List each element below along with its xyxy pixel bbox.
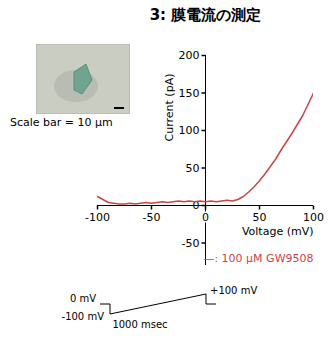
svg-text:-50: -50 xyxy=(143,211,161,224)
html-text:3: 膜電流の測定: 3: 膜電流の測定 xyxy=(149,6,262,24)
svg-text:50: 50 xyxy=(253,211,267,224)
svg-text:50: 50 xyxy=(186,162,200,175)
svg-text:—: 100 μM GW9508: —: 100 μM GW9508 xyxy=(203,252,313,265)
svg-text:0: 0 xyxy=(202,211,209,224)
svg-text:-100: -100 xyxy=(85,211,110,224)
svg-text:-100 mV: -100 mV xyxy=(62,311,105,322)
svg-text:0: 0 xyxy=(192,199,200,212)
svg-text:100: 100 xyxy=(179,124,200,137)
svg-text:0 mV: 0 mV xyxy=(70,293,96,304)
svg-text:Current (pA): Current (pA) xyxy=(163,74,176,142)
svg-text:-50: -50 xyxy=(182,237,200,250)
svg-text:+100 mV: +100 mV xyxy=(210,285,257,296)
svg-text:1000 msec: 1000 msec xyxy=(112,319,167,330)
html-text:Scale bar = 10 μm: Scale bar = 10 μm xyxy=(10,116,113,129)
svg-text:150: 150 xyxy=(179,87,200,100)
svg-text:Voltage (mV): Voltage (mV) xyxy=(242,225,314,238)
svg-text:200: 200 xyxy=(179,49,200,62)
svg-text:100: 100 xyxy=(303,211,324,224)
